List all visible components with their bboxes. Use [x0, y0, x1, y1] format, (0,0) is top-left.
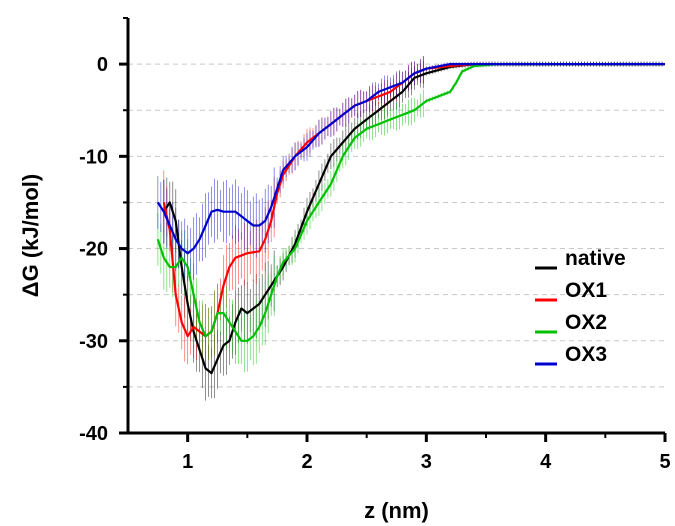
y-tick-label: -20: [79, 239, 108, 261]
x-tick-label: 1: [182, 451, 193, 473]
legend-label-ox2: OX2: [565, 311, 607, 334]
y-tick-label: 0: [97, 54, 108, 76]
x-tick-label: 5: [659, 451, 670, 473]
x-tick-label: 4: [540, 451, 552, 473]
x-tick-label: 2: [301, 451, 312, 473]
x-tick-label: 3: [421, 451, 432, 473]
y-axis-title: ΔG (kJ/mol): [18, 174, 43, 297]
y-tick-label: -10: [79, 146, 108, 168]
legend-label-ox1: OX1: [565, 279, 607, 302]
x-axis-title: z (nm): [364, 498, 429, 523]
axes: [126, 18, 665, 435]
series-line-ox2: [156, 62, 665, 342]
y-tick-label: -40: [79, 423, 108, 445]
legend-label-ox3: OX3: [565, 343, 607, 366]
series-line-ox3: [156, 62, 665, 255]
series-lines: [156, 62, 665, 375]
axis-ticks: 1 2 3 4 5 0 -10 -20 -30 -40: [79, 17, 671, 473]
legend-label-native: native: [565, 247, 626, 270]
legend: native OX1 OX2 OX3: [535, 247, 626, 366]
y-tick-label: -30: [79, 331, 108, 353]
